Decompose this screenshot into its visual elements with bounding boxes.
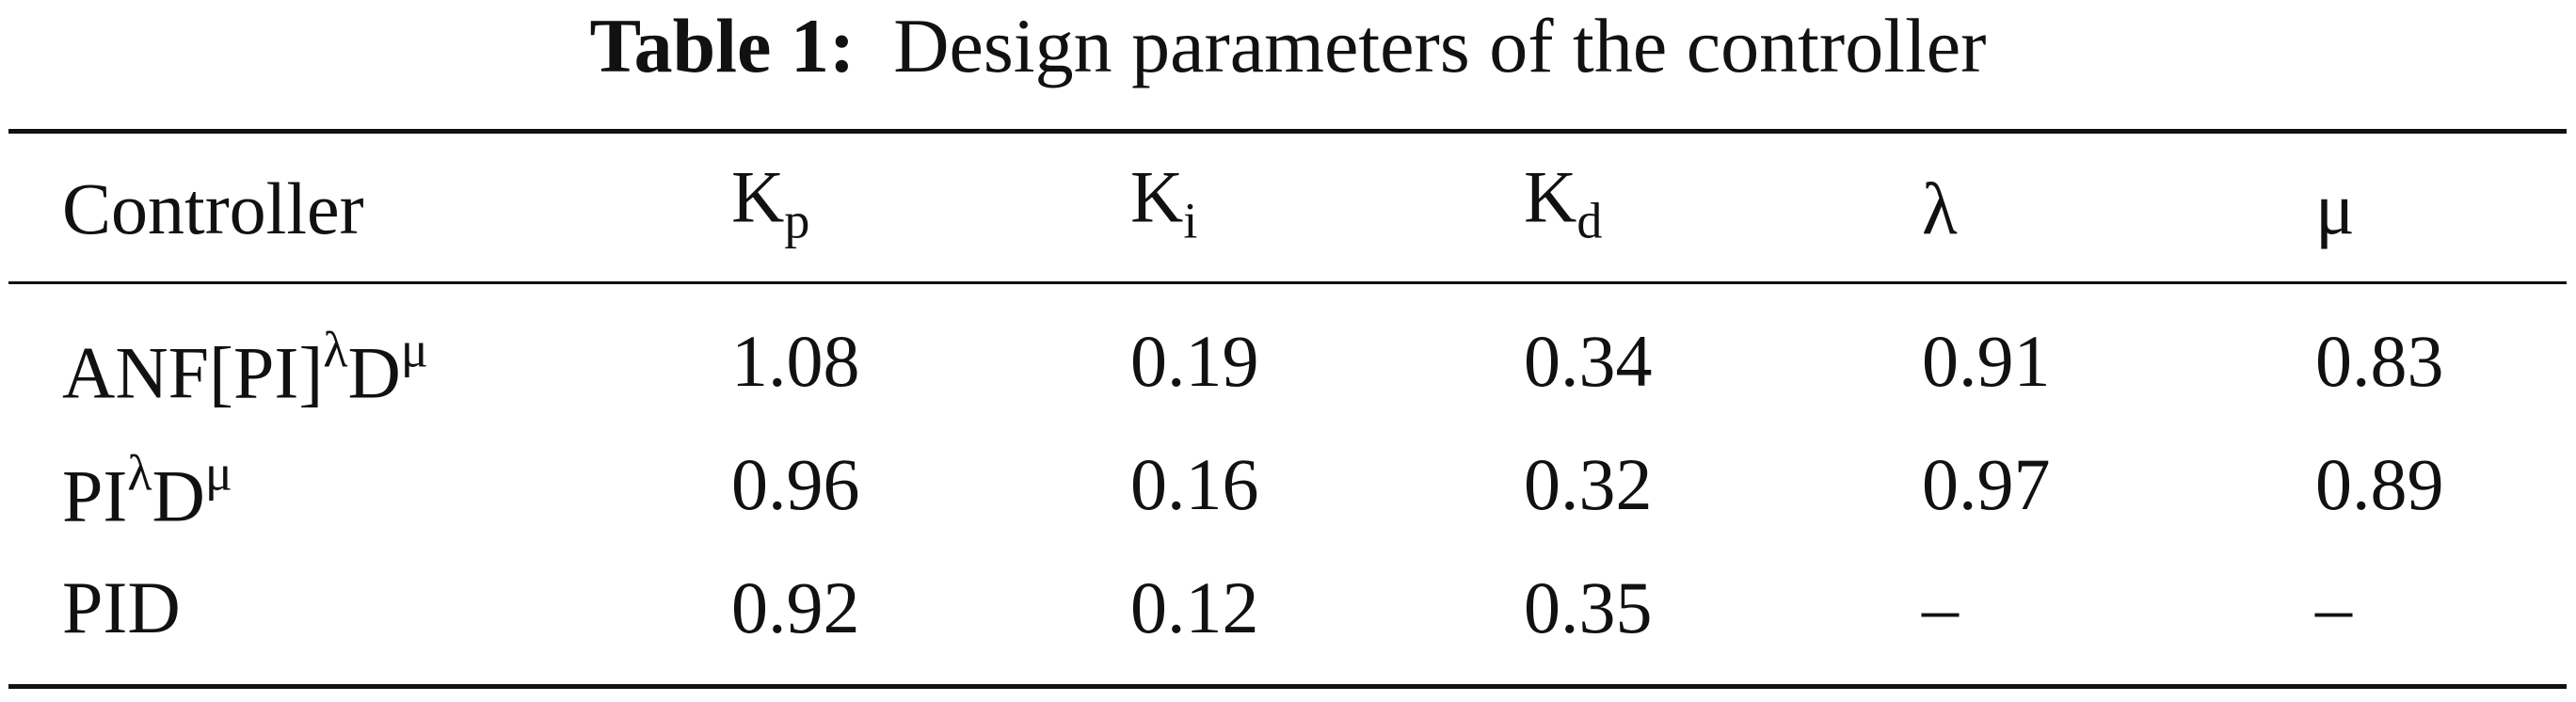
text-part: PID: [62, 566, 181, 648]
bottom-rule: [8, 684, 2567, 689]
table-cell: 0.89: [2315, 443, 2444, 525]
row-label: ANF[PI]λDμ: [62, 312, 428, 409]
top-rule: [8, 129, 2567, 134]
text-part: Controller: [62, 168, 364, 249]
header-cell: Kd: [1524, 160, 1602, 257]
table-cell: 0.83: [2315, 320, 2444, 402]
table-cell: 0.19: [1130, 320, 1259, 402]
table-cell: 0.35: [1524, 566, 1653, 648]
table-cell: –: [2315, 566, 2352, 648]
text-part: μ: [2315, 168, 2355, 249]
table-cell: 0.91: [1922, 320, 2051, 402]
text-part: K: [731, 155, 785, 238]
caption-label: Table 1:: [589, 3, 856, 88]
table-caption: Table 1: Design parameters of the contro…: [0, 8, 2576, 85]
table-cell: –: [1922, 566, 1959, 648]
text-part: K: [1130, 155, 1184, 238]
table-cell: 0.92: [731, 566, 860, 648]
text-part: ANF[PI]: [62, 331, 324, 414]
header-cell: Kp: [731, 160, 809, 257]
table-cell: 0.97: [1922, 443, 2051, 525]
header-cell: μ: [2315, 172, 2355, 246]
header-cell: Controller: [62, 172, 364, 246]
subscript: i: [1183, 192, 1198, 249]
supscript: λ: [323, 321, 348, 378]
text-part: λ: [1922, 168, 1958, 249]
text-part: D: [152, 455, 205, 537]
table-cell: 0.32: [1524, 443, 1653, 525]
text-part: PI: [62, 455, 128, 537]
supscript: λ: [127, 444, 152, 502]
table-cell: 1.08: [731, 320, 860, 402]
table-cell: 0.96: [731, 443, 860, 525]
table-cell: 0.12: [1130, 566, 1259, 648]
text-part: D: [347, 331, 401, 414]
subscript: p: [784, 192, 810, 249]
text-part: K: [1524, 155, 1577, 238]
row-label: PID: [62, 571, 181, 645]
row-label: PIλDμ: [62, 436, 232, 533]
supscript: μ: [400, 321, 428, 378]
header-cell: λ: [1922, 172, 1958, 246]
header-cell: Ki: [1130, 160, 1197, 257]
table-cell: 0.34: [1524, 320, 1653, 402]
caption-text: Design parameters of the controller: [855, 3, 1987, 88]
subscript: d: [1576, 192, 1603, 249]
table-cell: 0.16: [1130, 443, 1259, 525]
supscript: μ: [204, 444, 232, 502]
header-rule: [8, 281, 2567, 284]
